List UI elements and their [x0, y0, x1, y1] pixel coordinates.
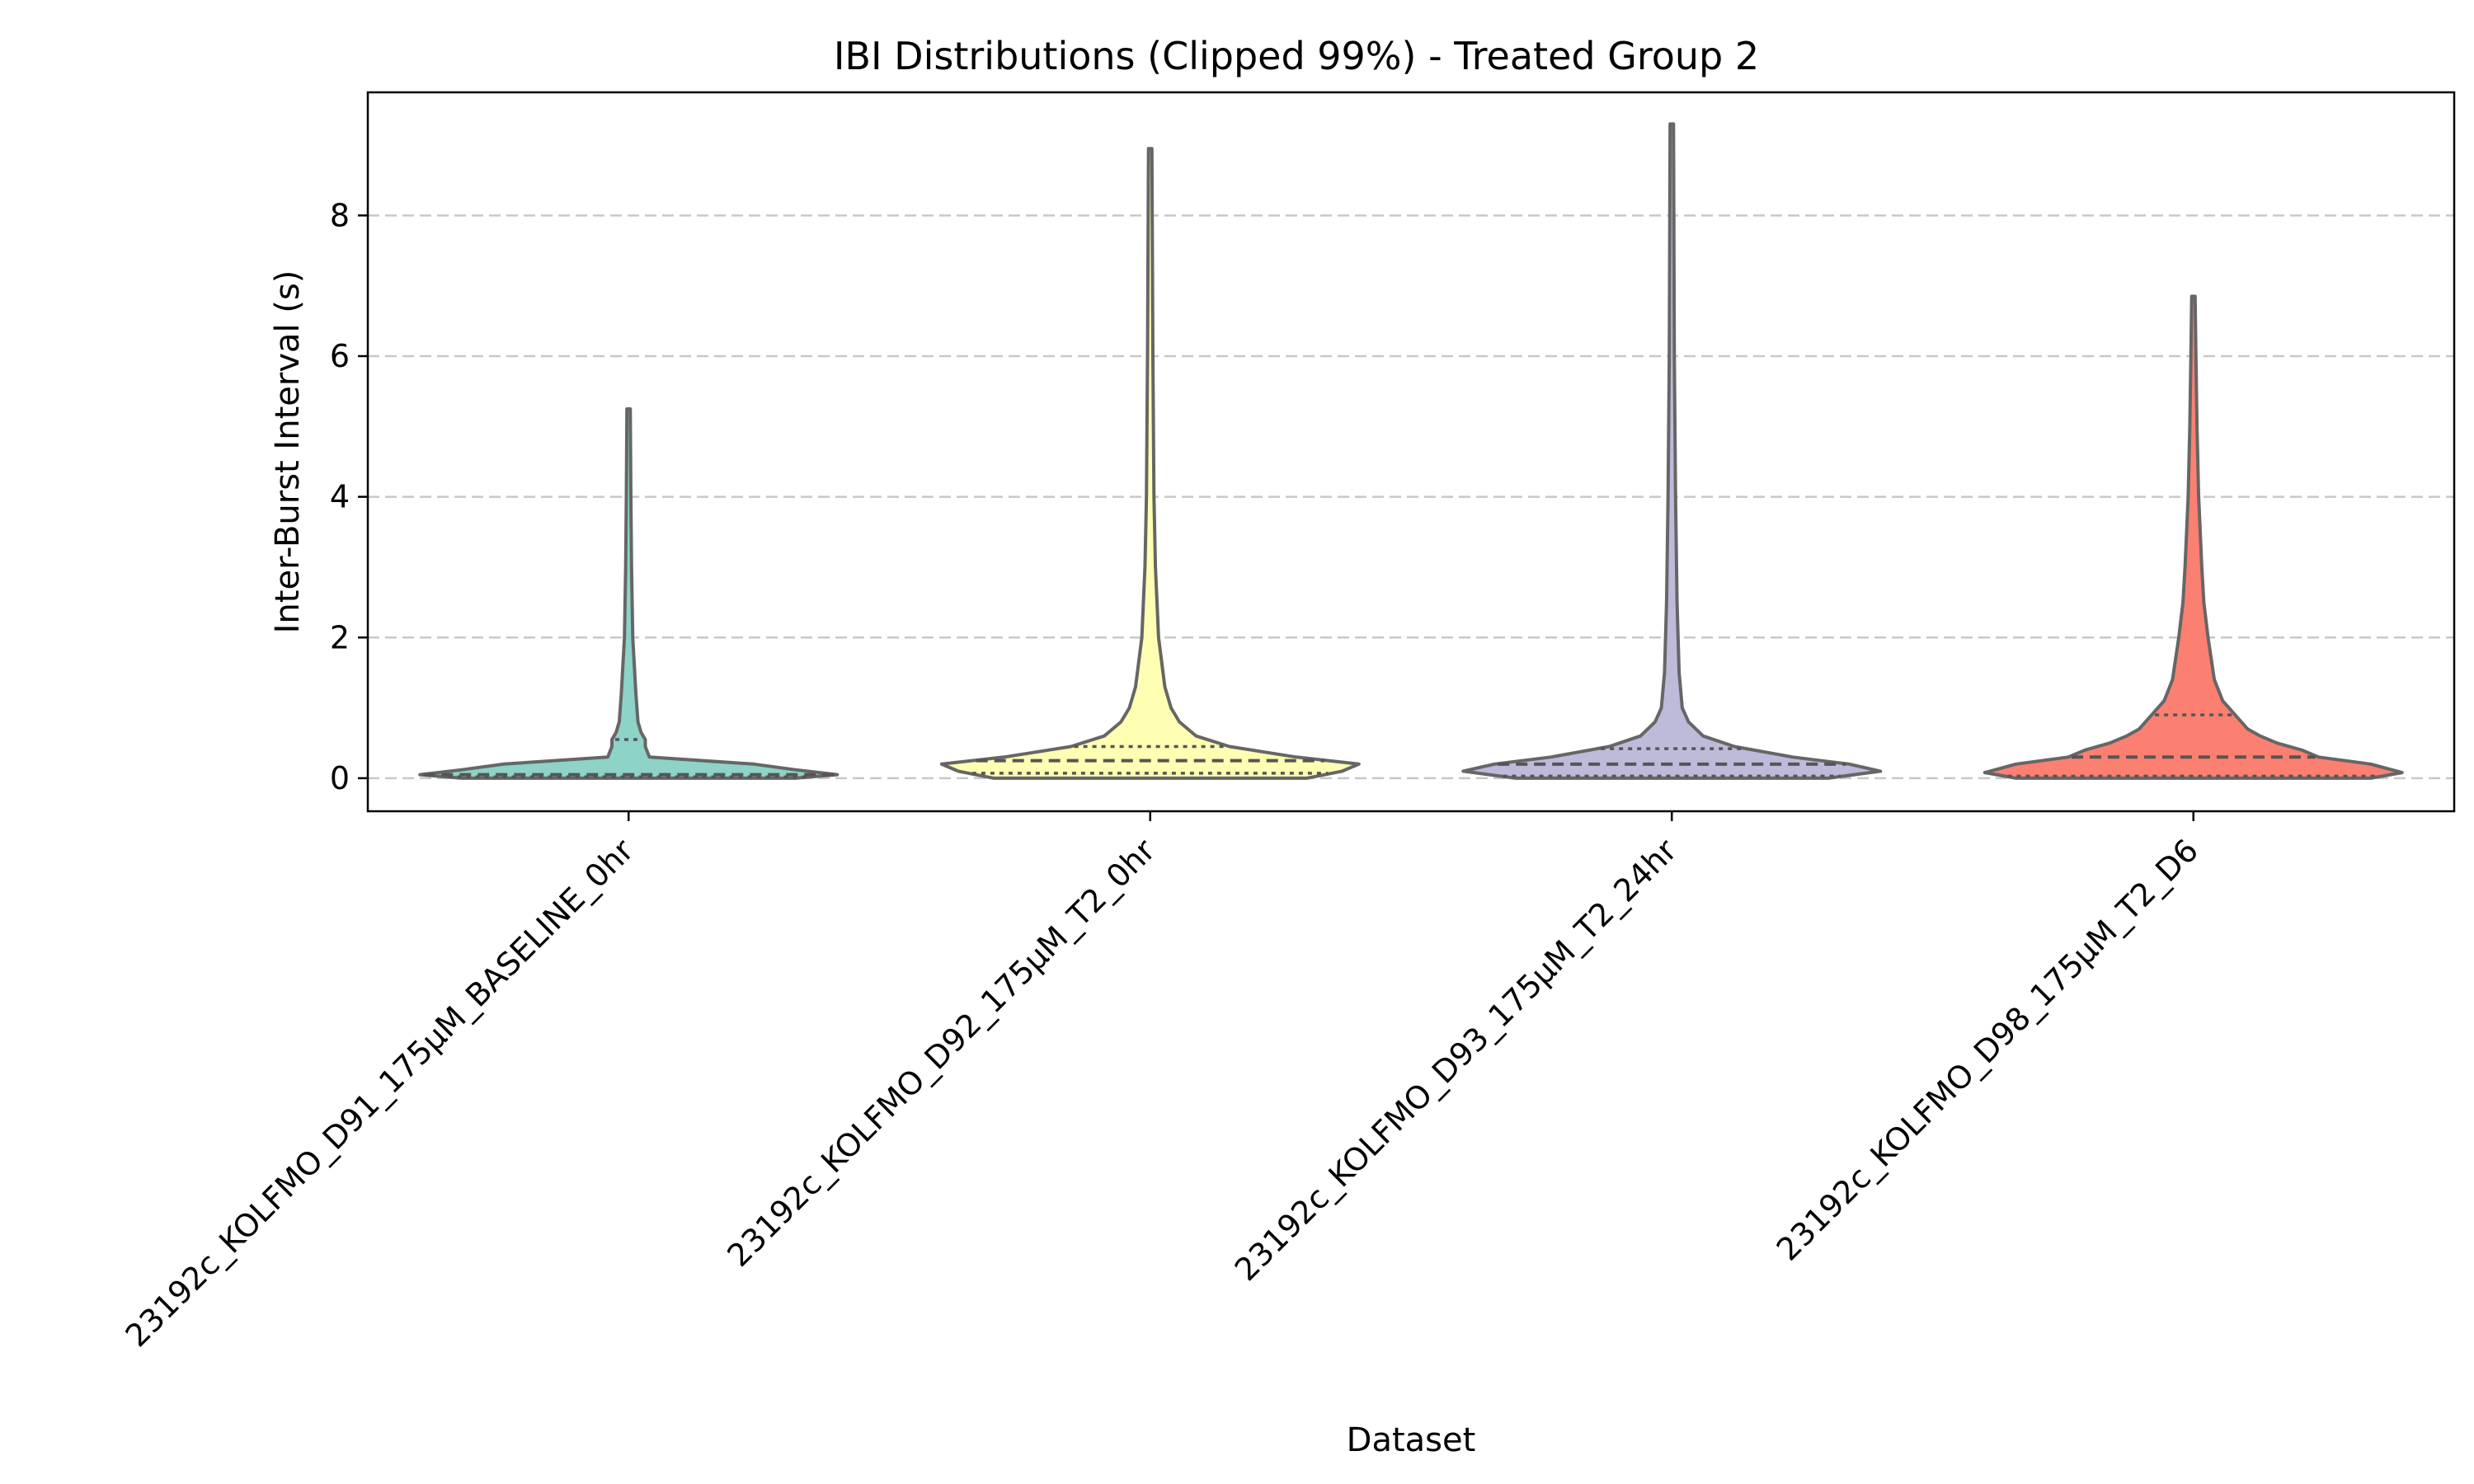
- violin-body-2: [1461, 122, 1883, 780]
- y-tick-label-3: 6: [330, 338, 350, 374]
- violin-body-3: [1982, 294, 2404, 780]
- violin-1: [939, 147, 1361, 780]
- y-axis: 0 2 4 6 8: [330, 197, 368, 796]
- x-axis-label: Dataset: [1347, 1421, 1476, 1459]
- y-axis-label: Inter-Burst Interval (s): [269, 270, 307, 634]
- violin-2: [1461, 122, 1883, 780]
- x-tick-label-2: 23192c_KOLFMO_D93_175µM_T2_24hr: [1228, 832, 1684, 1288]
- x-tick-label-3: 23192c_KOLFMO_D98_175µM_T2_D6: [1770, 832, 2205, 1267]
- y-tick-label-2: 4: [330, 479, 350, 515]
- plot-frame: [366, 91, 2456, 813]
- x-tick-label-0: 23192c_KOLFMO_D91_175µM_BASELINE_0hr: [119, 832, 641, 1354]
- chart-title: IBI Distributions (Clipped 99%) - Treate…: [834, 34, 1759, 78]
- violins: [418, 122, 2404, 780]
- y-gridlines: [368, 214, 2454, 780]
- violin-body-1: [939, 147, 1361, 780]
- y-tick-label-0: 0: [330, 760, 350, 796]
- violin-3: [1982, 294, 2404, 780]
- y-tick-label-4: 8: [330, 197, 350, 233]
- x-tick-label-1: 23192c_KOLFMO_D92_175µM_T2_0hr: [720, 832, 1162, 1274]
- x-axis: 23192c_KOLFMO_D91_175µM_BASELINE_0hr 2319…: [119, 811, 2205, 1354]
- violin-0: [418, 407, 840, 780]
- violin-body-0: [418, 407, 840, 780]
- y-tick-label-1: 2: [330, 619, 350, 655]
